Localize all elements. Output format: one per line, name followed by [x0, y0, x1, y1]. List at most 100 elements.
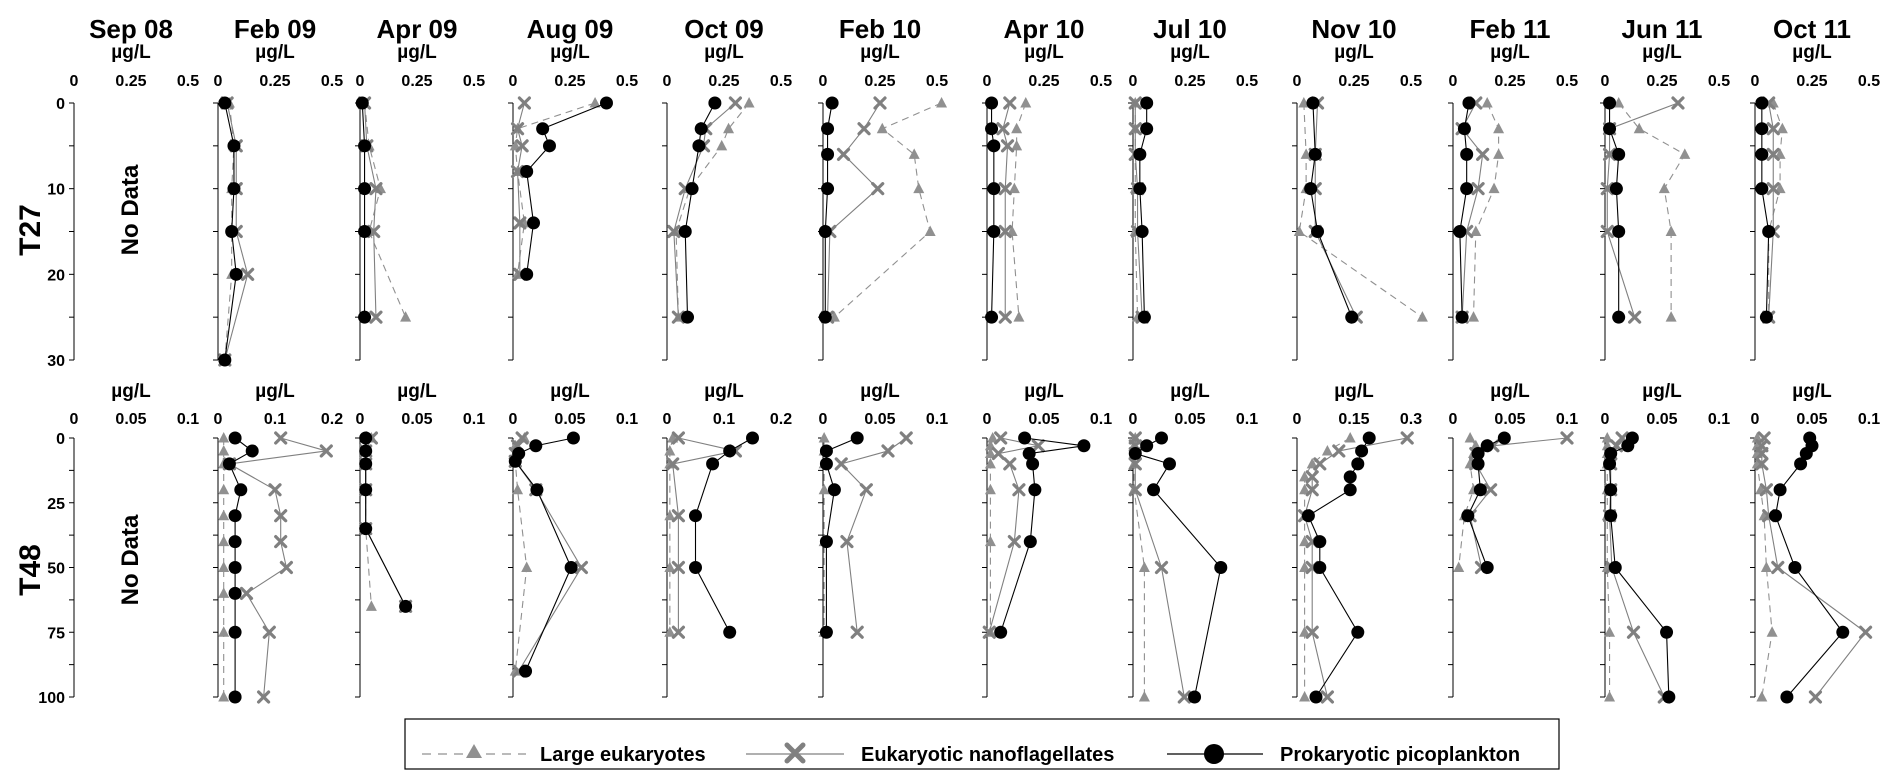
panel-date-title: Aug 09	[527, 14, 614, 44]
data-point-pico	[985, 122, 999, 136]
series-nano	[222, 431, 333, 704]
data-point-large	[984, 535, 996, 547]
x-tick-label: 0.5	[616, 73, 638, 90]
series-pico	[819, 431, 864, 639]
data-point-pico	[355, 96, 369, 110]
series-pico	[1453, 96, 1476, 324]
data-point-pico	[1471, 457, 1485, 471]
data-point-pico	[694, 122, 708, 136]
data-point-pico	[708, 96, 722, 110]
data-point-large	[1665, 311, 1677, 322]
panel-feb-11: µg/L 0 0.05 0.1	[1448, 381, 1578, 698]
x-unit-label: µg/L	[255, 42, 295, 63]
data-point-large	[664, 561, 676, 572]
data-point-pico	[821, 122, 835, 136]
x-tick-label: 0.1	[1858, 411, 1880, 428]
data-point-pico	[1755, 182, 1769, 196]
data-point-nano	[1031, 439, 1045, 453]
series-large	[359, 97, 412, 322]
data-point-large	[876, 122, 888, 134]
x-unit-label: µg/L	[1170, 381, 1210, 402]
series-pico	[355, 96, 372, 324]
series-line-nano	[1469, 437, 1568, 568]
data-point-nano	[1305, 483, 1319, 497]
data-point-nano	[510, 122, 525, 136]
data-point-pico	[818, 225, 832, 238]
x-tick-label: 0	[70, 411, 79, 428]
x-unit-label: µg/L	[704, 42, 744, 63]
x-unit-label: µg/L	[860, 381, 900, 402]
series-line-large	[224, 102, 235, 361]
x-tick-label: 0.05	[115, 411, 146, 428]
legend-marker-pico	[1204, 744, 1224, 764]
y-tick-label: 0	[56, 431, 65, 448]
data-point-pico	[1026, 457, 1040, 471]
data-point-nano	[834, 457, 848, 471]
data-point-large	[1138, 691, 1150, 702]
data-point-pico	[1836, 625, 1850, 639]
panel-date-title: Oct 11	[1773, 14, 1851, 44]
data-point-large	[1601, 432, 1613, 443]
data-point-large	[1488, 182, 1500, 194]
legend-label-large: Large eukaryotes	[540, 744, 706, 766]
series-line-large	[364, 102, 407, 318]
data-point-pico	[987, 225, 1001, 238]
data-point-nano	[515, 431, 529, 445]
series-line-nano	[227, 437, 327, 698]
data-point-large	[1493, 122, 1505, 134]
x-tick-label: 0.25	[864, 73, 895, 90]
data-point-nano	[1484, 483, 1498, 497]
data-point-large	[1613, 97, 1625, 108]
data-point-nano	[1628, 310, 1642, 324]
data-point-nano	[279, 560, 293, 575]
series-line-nano	[1134, 103, 1143, 318]
x-tick-label: 0	[1293, 411, 1302, 428]
data-point-large	[1468, 311, 1480, 322]
data-point-pico	[520, 165, 534, 179]
data-point-pico	[987, 139, 1001, 153]
x-tick-label: 0	[214, 411, 223, 428]
x-unit-label: µg/L	[255, 381, 295, 402]
data-point-pico	[689, 561, 702, 574]
data-point-pico	[1313, 561, 1327, 574]
panel-date-title: Nov 10	[1311, 14, 1396, 44]
series-nano	[510, 96, 531, 281]
series-line-nano	[840, 437, 907, 633]
data-point-pico	[1460, 182, 1474, 196]
data-point-large	[1756, 691, 1768, 702]
x-tick-label: 0.05	[1796, 411, 1827, 428]
data-point-pico	[1604, 483, 1618, 497]
data-point-large	[1299, 626, 1311, 637]
data-point-large	[984, 483, 996, 495]
x-tick-label: 0	[356, 73, 365, 90]
data-point-large	[1020, 97, 1032, 108]
series-large	[828, 97, 948, 322]
x-tick-label: 0.25	[401, 73, 432, 90]
y-tick-label: 25	[47, 496, 65, 513]
x-tick-label: 0.1	[177, 411, 199, 428]
y-tick-label: 0	[56, 96, 65, 113]
data-point-pico	[827, 483, 841, 497]
data-point-large	[1481, 97, 1493, 108]
data-point-nano	[836, 147, 851, 161]
series-pico	[1304, 96, 1359, 324]
data-point-pico	[1755, 96, 1769, 110]
data-point-large	[987, 432, 999, 443]
x-tick-label: 0.2	[770, 411, 792, 428]
data-point-pico	[358, 139, 372, 153]
x-tick-label: 0.5	[1708, 73, 1730, 90]
data-point-pico	[1794, 457, 1808, 471]
x-unit-label: µg/L	[397, 381, 437, 402]
data-point-nano	[274, 535, 288, 549]
x-tick-label: 0.25	[1646, 73, 1677, 90]
data-point-nano	[1154, 560, 1169, 575]
data-point-pico	[1755, 147, 1769, 161]
data-point-pico	[1473, 483, 1487, 497]
panel-sep-08: µg/L 0 0.05 0.1 0 25 50 75 100 No Data	[38, 381, 199, 707]
data-point-pico	[746, 431, 759, 445]
data-point-large	[1299, 535, 1311, 547]
x-tick-label: 0	[1601, 411, 1610, 428]
series-nano	[996, 96, 1017, 324]
